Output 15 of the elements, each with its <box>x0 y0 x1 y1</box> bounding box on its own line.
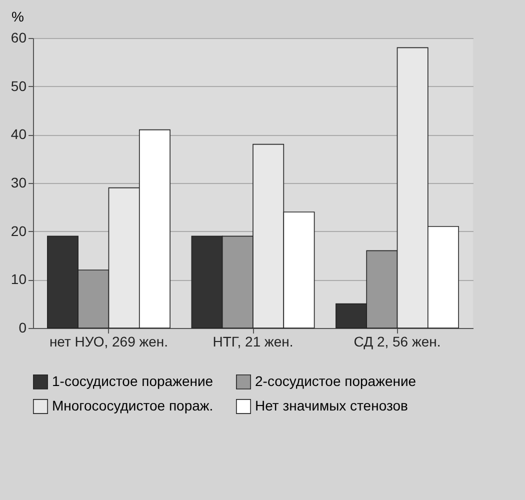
y-tick-label: 10 <box>10 271 27 288</box>
legend-label: Многососудистое пораж. <box>52 398 214 414</box>
y-tick-label: 50 <box>10 78 27 94</box>
y-tick-label: 0 <box>18 320 27 336</box>
y-axis-title: % <box>12 8 24 24</box>
y-tick-label: 30 <box>10 174 27 190</box>
legend-label: Нет значимых стенозов <box>255 398 408 414</box>
y-tick-label: 40 <box>10 126 27 142</box>
x-tick-label: СД 2, 56 жен. <box>354 334 441 350</box>
y-tick-label: 60 <box>10 30 27 46</box>
legend-label: 2-сосудистое поражение <box>255 372 416 389</box>
y-tick-label: 20 <box>10 222 27 239</box>
x-tick-label: НТГ, 21 жен. <box>212 334 294 350</box>
x-tick-label: нет НУО, 269 жен. <box>49 334 168 350</box>
legend-label: 1-сосудистое поражение <box>52 372 214 389</box>
